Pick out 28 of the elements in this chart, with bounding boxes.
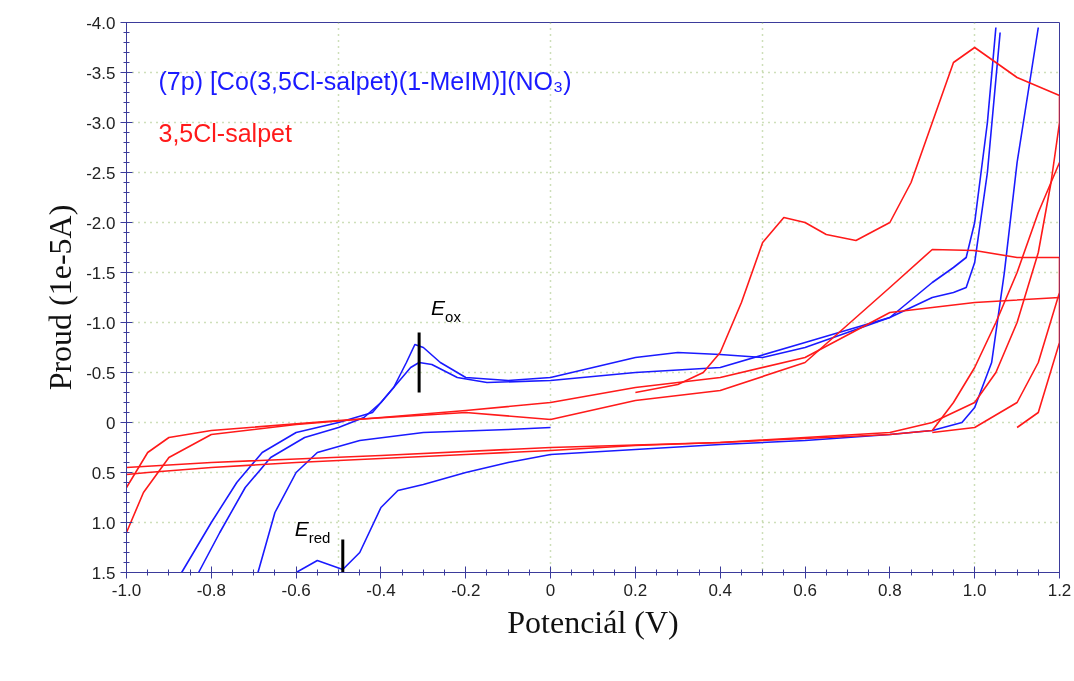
y-tick-label: -2.0 (86, 213, 116, 233)
y-tick-label: 1.0 (91, 513, 116, 533)
x-tick-label: -0.2 (451, 580, 481, 600)
x-tick-label: -0.4 (366, 580, 396, 600)
y-tick-label: 0 (106, 413, 116, 433)
x-tick-label: -0.6 (281, 580, 311, 600)
y-tick-label: -1.0 (86, 313, 116, 333)
y-tick-label: -3.5 (86, 63, 116, 83)
y-tick-label: 0.5 (91, 463, 116, 483)
x-tick-label: 0.2 (623, 580, 648, 600)
text: 3,5Cl-salpet (158, 118, 292, 147)
x-tick-label: 0.4 (708, 580, 733, 600)
y-tick-label: -2.5 (86, 163, 116, 183)
y-tick-label: 1.5 (91, 563, 116, 583)
x-tick-label: 0.8 (878, 580, 902, 600)
x-tick-label: 1.0 (962, 580, 987, 600)
x-tick-label: 0 (545, 580, 556, 600)
x-tick-label: 0.6 (793, 580, 817, 600)
y-tick-label: -4.0 (86, 13, 116, 33)
x-tick-label: -1.0 (111, 580, 142, 600)
y-tick-label: -3.0 (86, 113, 116, 133)
y-tick-label: -0.5 (86, 363, 116, 383)
y-axis-title: Proud (1e-5A) (42, 204, 79, 391)
x-axis-title: Potenciál (V) (507, 603, 679, 640)
x-tick-label: 1.2 (1047, 580, 1072, 600)
text: (7p) [Co(3,5Cl-salpet)(1-MeIM)](NO₃) (158, 66, 572, 95)
y-tick-label: -1.5 (86, 263, 116, 283)
x-tick-label: -0.8 (196, 580, 226, 600)
